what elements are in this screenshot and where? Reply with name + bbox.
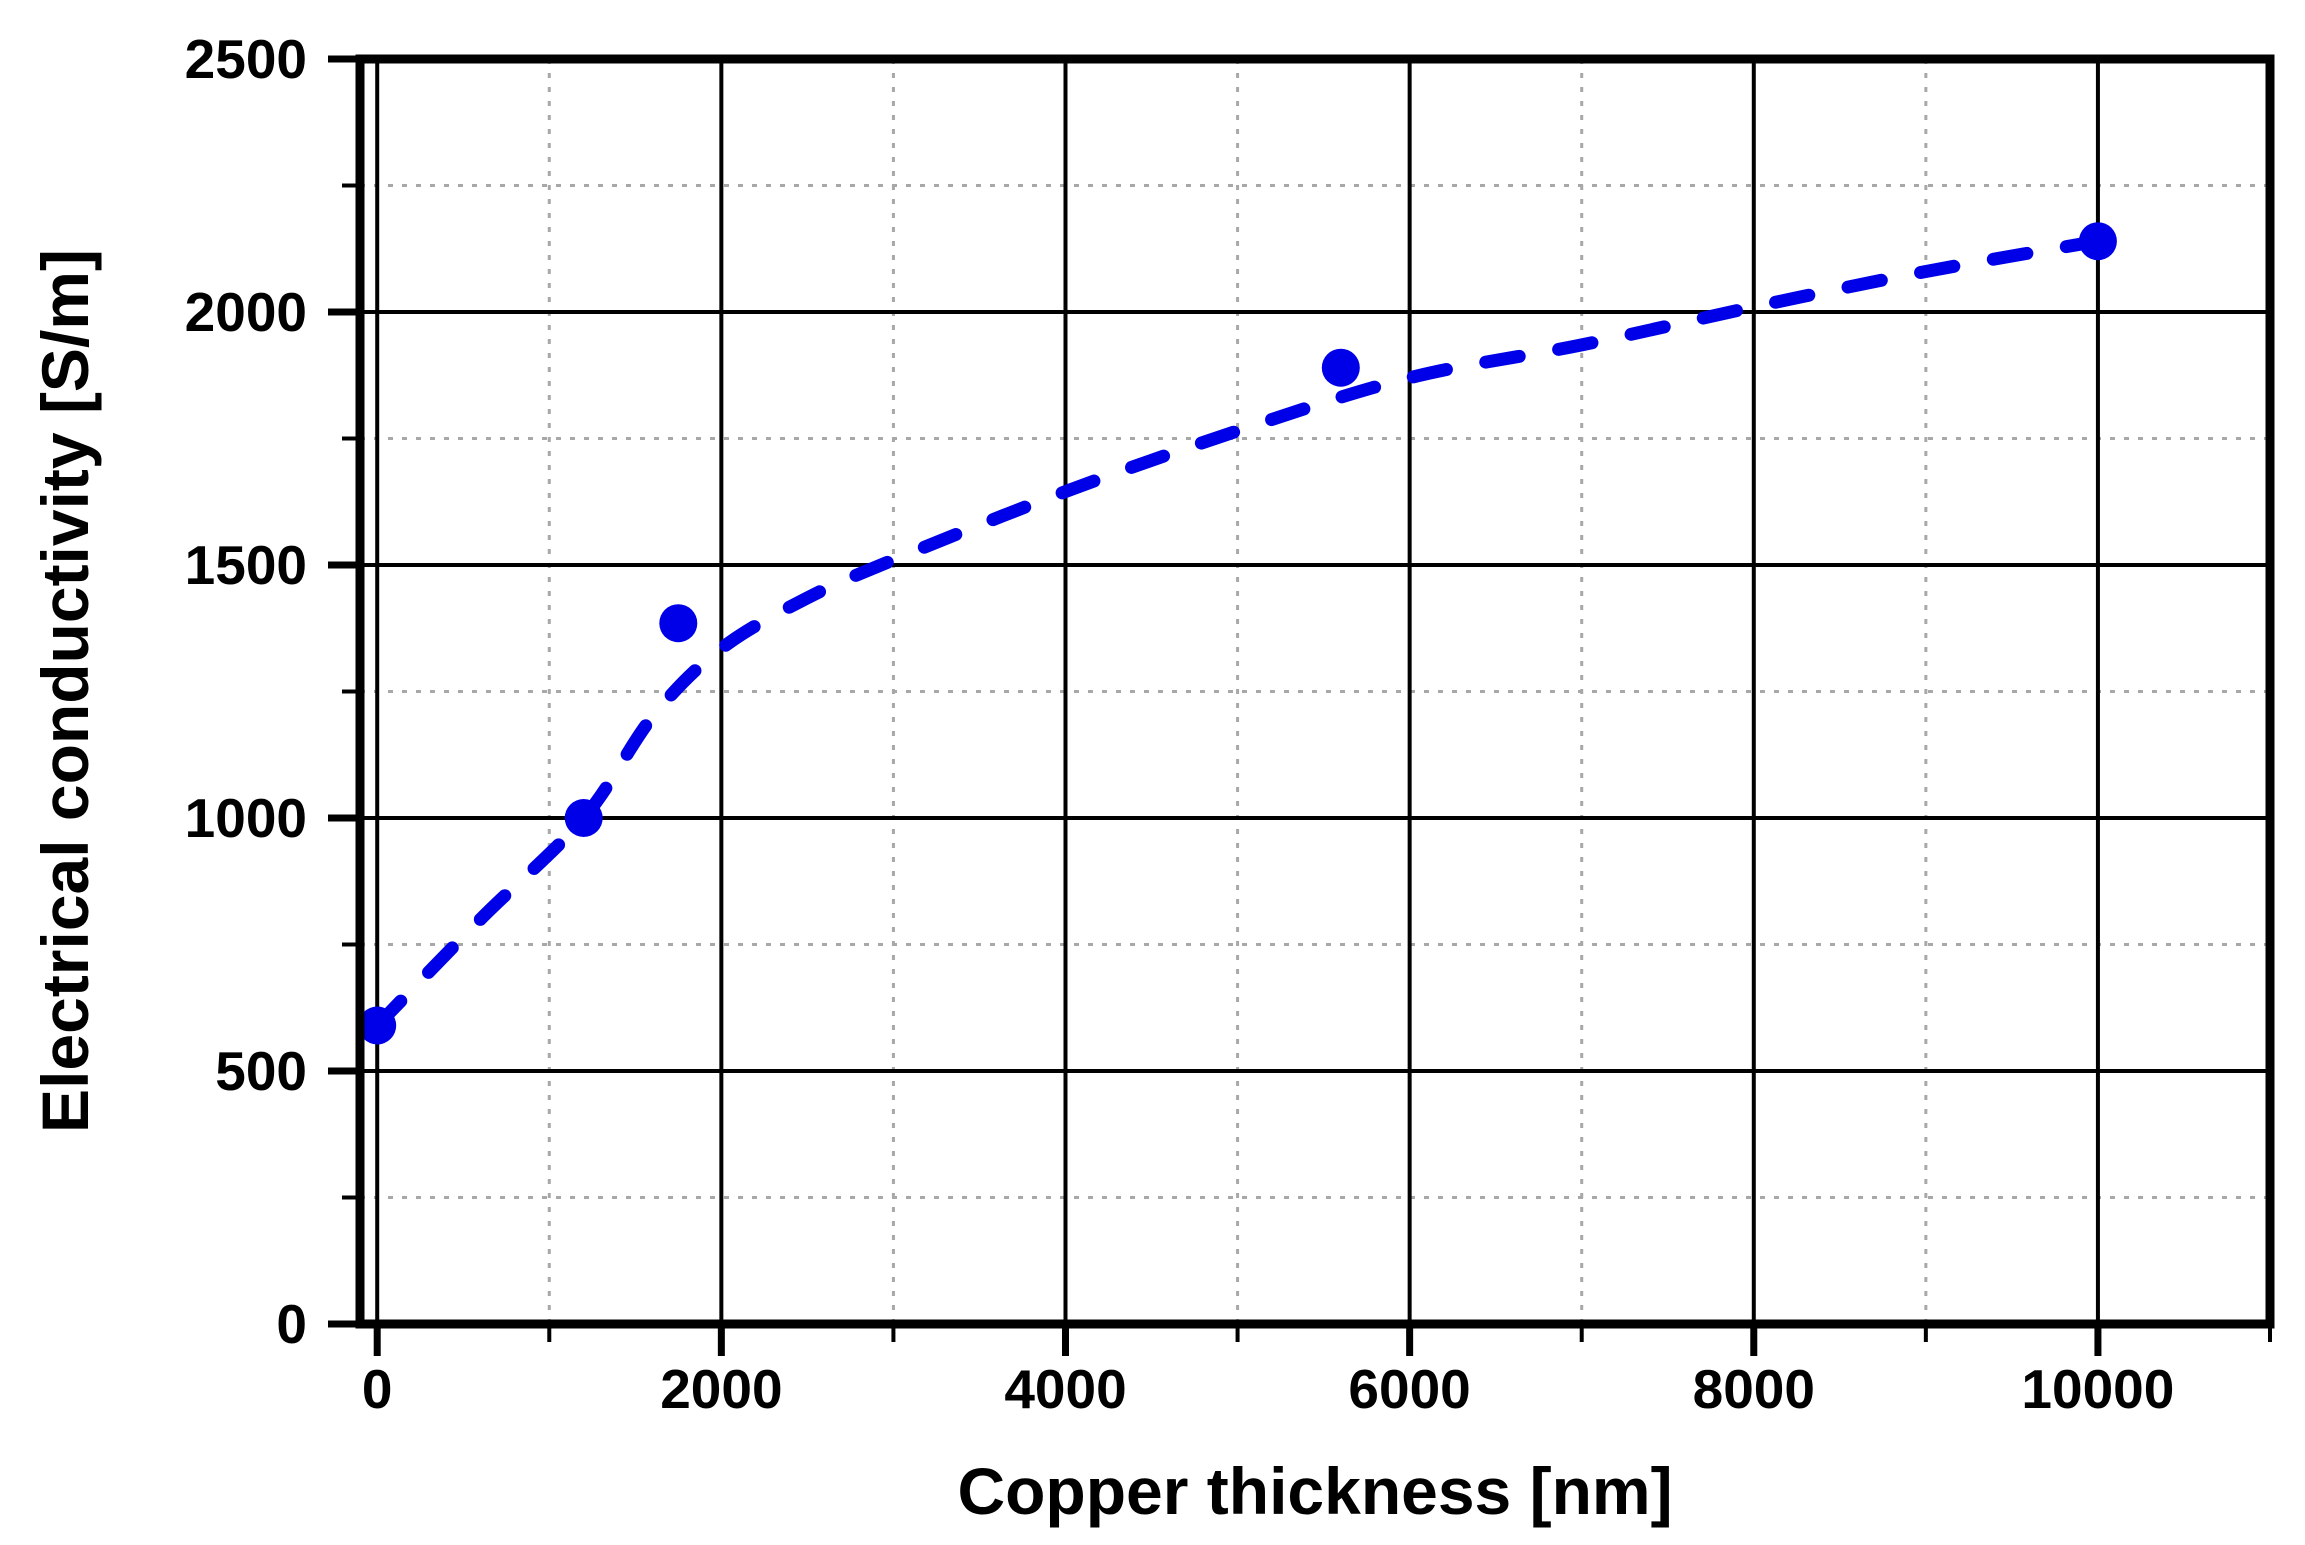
x-tick-label: 2000 (660, 1358, 782, 1420)
y-axis-title: Electrical conductivity [S/m] (28, 249, 102, 1133)
y-tick-label: 0 (276, 1293, 307, 1355)
data-point (1321, 348, 1360, 387)
axes-frame-and-ticks (328, 54, 2275, 1356)
x-tick-label: 4000 (1004, 1358, 1126, 1420)
y-tick-label: 500 (215, 1040, 307, 1102)
y-tick-label: 2000 (185, 281, 307, 343)
minor-gridlines (360, 59, 2270, 1324)
data-point (358, 1006, 397, 1045)
tick-labels: 0 2000 4000 6000 8000 10000 0 500 1000 1500 2000 25… (185, 28, 2175, 1420)
x-tick-label: 6000 (1348, 1358, 1470, 1420)
data-point (659, 604, 698, 643)
x-tick-label: 10000 (2021, 1358, 2174, 1420)
y-tick-label: 1500 (185, 534, 307, 596)
y-tick-label: 2500 (185, 28, 307, 90)
y-tick-label: 1000 (185, 787, 307, 849)
x-tick-label: 8000 (1693, 1358, 1815, 1420)
data-points-series (358, 222, 2117, 1045)
data-point (564, 799, 603, 837)
major-gridlines (360, 59, 2270, 1324)
data-point (2078, 222, 2117, 261)
x-axis-title: Copper thickness [nm] (957, 1454, 1672, 1528)
x-tick-label: 0 (362, 1358, 393, 1420)
